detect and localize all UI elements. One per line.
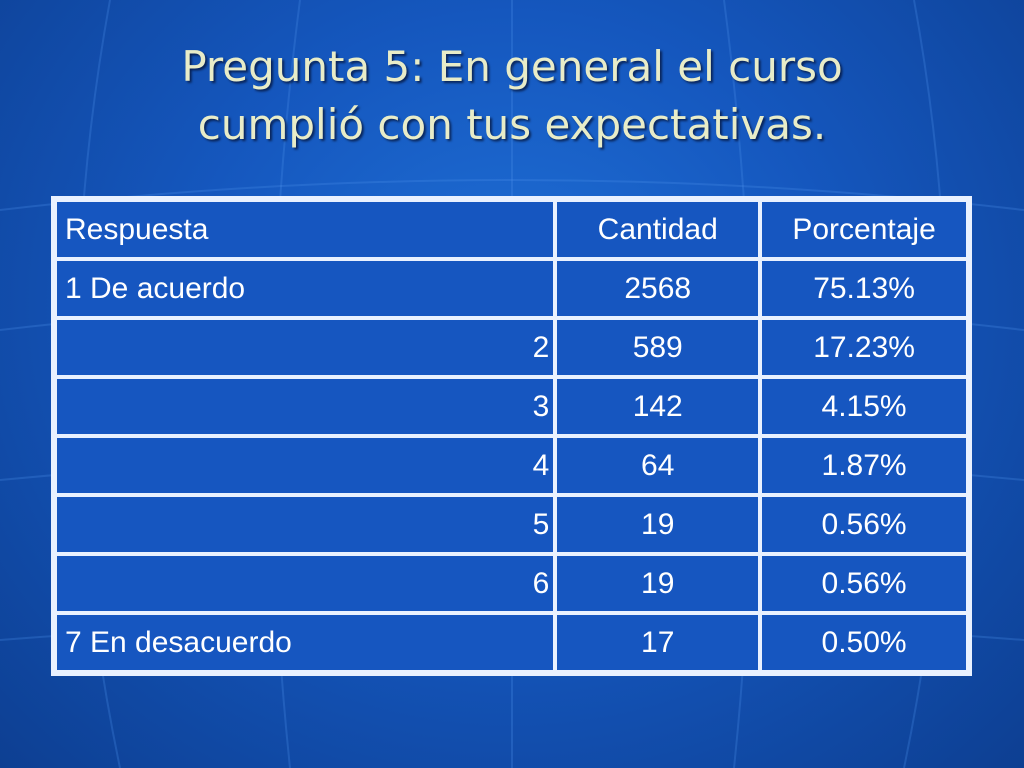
title-line-2: cumplió con tus expectativas. xyxy=(197,100,827,149)
cell-cantidad: 142 xyxy=(557,379,759,434)
slide-title: Pregunta 5: En general el curso cumplió … xyxy=(0,38,1024,154)
cell-respuesta: 4 xyxy=(57,438,554,493)
cell-cantidad: 64 xyxy=(557,438,759,493)
cell-cantidad: 2568 xyxy=(557,261,759,316)
table-row: 4 64 1.87% xyxy=(57,438,966,493)
title-line-1: Pregunta 5: En general el curso xyxy=(181,42,843,91)
table-row: 6 19 0.56% xyxy=(57,556,966,611)
header-cantidad: Cantidad xyxy=(557,202,759,257)
cell-porcentaje: 0.50% xyxy=(762,615,966,670)
table-header-row: Respuesta Cantidad Porcentaje xyxy=(57,202,966,257)
cell-porcentaje: 0.56% xyxy=(762,497,966,552)
cell-porcentaje: 17.23% xyxy=(762,320,966,375)
table-row: 2 589 17.23% xyxy=(57,320,966,375)
cell-respuesta: 1 De acuerdo xyxy=(57,261,554,316)
cell-respuesta: 3 xyxy=(57,379,554,434)
cell-respuesta: 6 xyxy=(57,556,554,611)
cell-respuesta: 7 En desacuerdo xyxy=(57,615,554,670)
cell-cantidad: 19 xyxy=(557,497,759,552)
cell-respuesta: 5 xyxy=(57,497,554,552)
cell-respuesta: 2 xyxy=(57,320,554,375)
cell-cantidad: 17 xyxy=(557,615,759,670)
cell-cantidad: 589 xyxy=(557,320,759,375)
header-respuesta: Respuesta xyxy=(57,202,554,257)
results-table: Respuesta Cantidad Porcentaje 1 De acuer… xyxy=(51,196,972,676)
cell-porcentaje: 1.87% xyxy=(762,438,966,493)
table-row: 7 En desacuerdo 17 0.50% xyxy=(57,615,966,670)
table-row: 5 19 0.56% xyxy=(57,497,966,552)
table-row: 3 142 4.15% xyxy=(57,379,966,434)
table-row: 1 De acuerdo 2568 75.13% xyxy=(57,261,966,316)
cell-porcentaje: 0.56% xyxy=(762,556,966,611)
cell-cantidad: 19 xyxy=(557,556,759,611)
cell-porcentaje: 75.13% xyxy=(762,261,966,316)
cell-porcentaje: 4.15% xyxy=(762,379,966,434)
header-porcentaje: Porcentaje xyxy=(762,202,966,257)
